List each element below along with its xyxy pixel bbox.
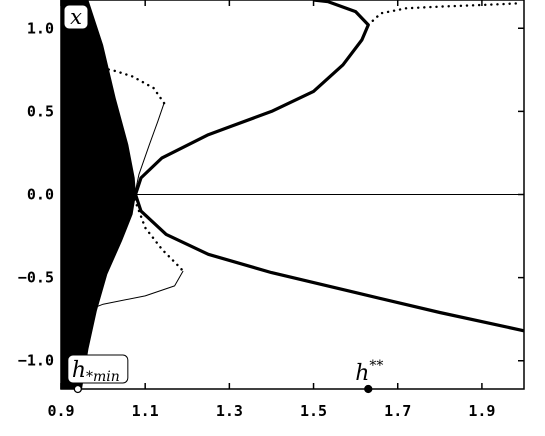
y-axis-label: x — [70, 5, 82, 29]
annotations: h*min h** — [67, 354, 383, 394]
annotation-box — [67, 354, 129, 384]
annotation-marker — [364, 384, 373, 394]
annotation-marker — [73, 384, 82, 394]
dotted-curve-5 — [95, 67, 166, 105]
tick-labels: 0.9 1.1 1.3 1.5 1.7 1.9 1.0 0.5 0.0 −0.5 −1.0 — [18, 19, 496, 420]
filled-region-0 — [61, 0, 136, 389]
thin-curve-4 — [134, 102, 165, 195]
y-tick-label: −1.0 — [18, 352, 54, 370]
thin-curve-7 — [77, 270, 184, 315]
y-tick-label: −0.5 — [18, 269, 54, 287]
dotted-curve-3 — [367, 2, 521, 27]
annotation-label: h** — [355, 358, 383, 386]
x-tick-label: 1.1 — [132, 402, 159, 420]
y-axis-label-box: x — [63, 4, 89, 30]
y-tick-label: 1.0 — [27, 19, 54, 37]
x-tick-label: 1.3 — [216, 402, 243, 420]
x-tick-label: 1.9 — [468, 402, 495, 420]
y-tick-label: 0.0 — [27, 186, 54, 204]
x-tick-label: 0.9 — [47, 402, 74, 420]
x-tick-label: 1.7 — [384, 402, 411, 420]
annotation-label: h*min — [72, 358, 120, 385]
x-tick-label: 1.5 — [300, 402, 327, 420]
y-tick-label: 0.5 — [27, 102, 54, 120]
thick-curve-1 — [133, 0, 525, 333]
plot-area — [61, 0, 525, 389]
